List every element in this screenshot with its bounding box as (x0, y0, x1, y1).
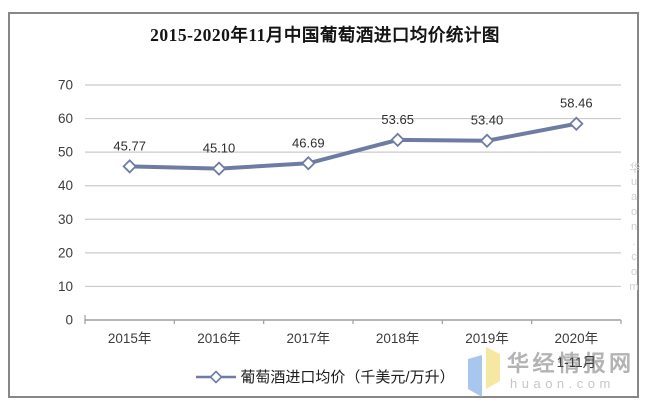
x-axis-note: 1-11月 (557, 355, 597, 370)
svg-text:2016年: 2016年 (197, 331, 241, 346)
svg-text:46.69: 46.69 (292, 135, 325, 150)
svg-text:40: 40 (58, 178, 73, 193)
svg-text:2020年: 2020年 (555, 331, 599, 346)
svg-text:45.10: 45.10 (203, 141, 236, 156)
legend: 葡萄酒进口均价（千美元/万升） (0, 366, 650, 387)
svg-text:50: 50 (58, 145, 73, 160)
svg-text:2017年: 2017年 (287, 331, 331, 346)
watermark-side-text: 华uaon.com (628, 162, 640, 296)
svg-text:10: 10 (58, 279, 73, 294)
svg-text:53.65: 53.65 (381, 112, 414, 127)
watermark-domain-text: huaon.com (510, 376, 615, 391)
svg-text:20: 20 (58, 245, 73, 260)
huaon-logo-icon (468, 347, 500, 397)
svg-text:45.77: 45.77 (113, 138, 146, 153)
x-axis-labels: 2015年 2016年 2017年 2018年 2019年 2020年 1-11月 (108, 331, 598, 370)
series-line (129, 121, 577, 171)
svg-text:0: 0 (65, 313, 73, 328)
chart-title: 2015-2020年11月中国葡萄酒进口均价统计图 (150, 25, 500, 45)
legend-label: 葡萄酒进口均价（千美元/万升） (240, 369, 455, 386)
svg-text:30: 30 (58, 212, 73, 227)
svg-text:53.40: 53.40 (471, 113, 504, 128)
value-labels: 45.77 45.10 46.69 53.65 53.40 58.46 (113, 96, 592, 156)
svg-text:58.46: 58.46 (560, 96, 593, 111)
watermark-brand-text: 华经情报网 (507, 351, 635, 376)
svg-text:2015年: 2015年 (108, 331, 152, 346)
svg-text:2019年: 2019年 (465, 331, 509, 346)
svg-text:60: 60 (58, 111, 73, 126)
x-axis (84, 315, 622, 324)
figure-border (8, 12, 639, 398)
svg-text:2018年: 2018年 (376, 331, 420, 346)
y-axis-labels: 0 10 20 30 40 50 60 70 (58, 78, 73, 328)
series-markers (122, 116, 584, 176)
svg-text:70: 70 (58, 78, 73, 93)
gridlines (85, 84, 621, 288)
watermark: 华经情报网 huaon.com (467, 345, 645, 400)
legend-marker-icon (196, 369, 237, 384)
